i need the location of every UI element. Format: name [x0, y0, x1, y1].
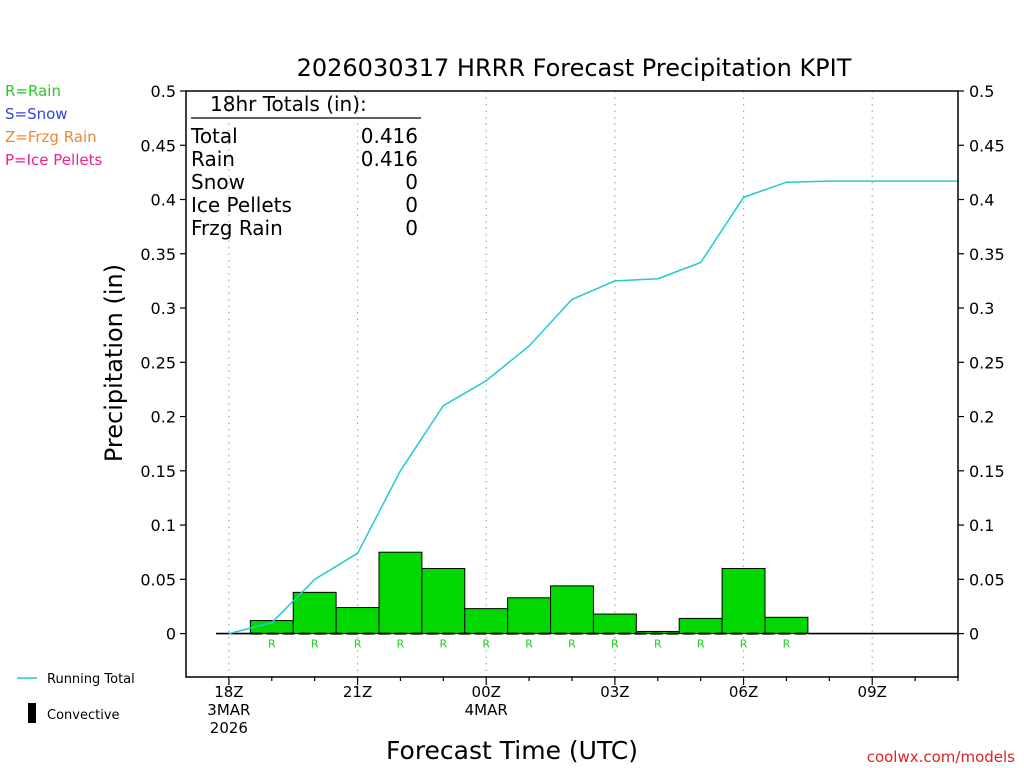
type-marker-7: R [568, 638, 576, 651]
y-tick-label-left-5: 0.25 [140, 353, 176, 372]
bar-5 [464, 608, 509, 635]
x-axis-label: Forecast Time (UTC) [386, 736, 638, 765]
type-marker-4: R [440, 638, 448, 651]
bar-8 [592, 613, 637, 635]
totals-value-0: 0.416 [361, 124, 418, 148]
y-tick-label-right-8: 0.4 [969, 191, 994, 210]
type-marker-0: R [268, 638, 276, 651]
totals-value-4: 0 [405, 216, 418, 240]
bar-11 [721, 567, 766, 635]
y-axis-label: Precipitation (in) [100, 264, 128, 462]
x-tick-label-2-0: 00Z [472, 683, 501, 701]
chart-title: 2026030317 HRRR Forecast Precipitation K… [297, 54, 852, 82]
type-marker-8: R [611, 638, 619, 651]
type-marker-6: R [525, 638, 533, 651]
y-tick-label-left-9: 0.45 [140, 136, 176, 155]
precip-type-legend: R=Rain S=Snow Z=Frzg Rain P=Ice Pellets [5, 82, 102, 169]
y-tick-label-right-1: 0.05 [969, 570, 1005, 589]
type-marker-10: R [697, 638, 705, 651]
x-tick-label-0-1: 3MAR [207, 701, 250, 719]
type-marker-5: R [482, 638, 490, 651]
bar-3 [378, 551, 423, 635]
totals-value-1: 0.416 [361, 147, 418, 171]
y-tick-label-right-3: 0.15 [969, 462, 1005, 481]
grid-lines [228, 91, 873, 677]
totals-label-1: Rain [191, 147, 235, 171]
x-tick-label-3-0: 03Z [600, 683, 629, 701]
type-marker-3: R [397, 638, 405, 651]
x-tick-label-0-2: 2026 [210, 719, 248, 737]
type-marker-9: R [654, 638, 662, 651]
bar-4 [421, 567, 466, 635]
y-tick-label-left-6: 0.3 [151, 299, 176, 318]
x-tick-label-5-0: 09Z [858, 683, 887, 701]
type-marker-1: R [311, 638, 319, 651]
y-tick-label-left-1: 0.05 [140, 570, 176, 589]
y-axis-right: 0 0.05 0.1 0.15 0.2 0.25 0.3 0.35 0.4 0.45 0.5 [958, 82, 1005, 644]
type-legend-2: Z=Frzg Rain [5, 128, 97, 146]
y-tick-label-right-4: 0.2 [969, 408, 994, 427]
totals-label-2: Snow [191, 170, 245, 194]
running-total-line [228, 180, 958, 635]
y-tick-label-left-8: 0.4 [151, 191, 176, 210]
y-tick-label-left-10: 0.5 [151, 82, 176, 101]
totals-label-0: Total [190, 124, 238, 148]
type-legend-1: S=Snow [5, 105, 68, 123]
y-axis-left: 0 0.05 0.1 0.15 0.2 0.25 0.3 0.35 0.4 0.45 0.5 [140, 82, 186, 644]
y-tick-label-right-10: 0.5 [969, 82, 994, 101]
bar-6 [507, 597, 552, 635]
x-tick-label-4-0: 06Z [729, 683, 758, 701]
totals-value-3: 0 [405, 193, 418, 217]
y-tick-label-right-0: 0 [969, 625, 979, 644]
totals-label-4: Frzg Rain [191, 216, 283, 240]
y-tick-label-left-2: 0.1 [151, 516, 176, 535]
totals-heading: 18hr Totals (in): [210, 92, 367, 116]
credit-text: coolwx.com/models [867, 748, 1015, 766]
y-tick-label-right-6: 0.3 [969, 299, 994, 318]
type-marker-12: R [783, 638, 791, 651]
bar-10 [678, 617, 723, 635]
type-legend-3: P=Ice Pellets [5, 151, 102, 169]
bar-12 [764, 616, 809, 635]
y-tick-label-right-9: 0.45 [969, 136, 1005, 155]
x-tick-label-1-0: 21Z [343, 683, 372, 701]
running-total-legend-label: Running Total [47, 672, 135, 687]
y-tick-label-right-2: 0.1 [969, 516, 994, 535]
convective-legend-swatch [28, 703, 36, 723]
y-tick-label-right-5: 0.25 [969, 353, 1005, 372]
type-legend-0: R=Rain [5, 82, 61, 100]
y-tick-label-right-7: 0.35 [969, 245, 1005, 264]
bar-7 [550, 585, 594, 635]
y-tick-label-left-3: 0.15 [140, 462, 176, 481]
totals-label-3: Ice Pellets [191, 193, 292, 217]
y-tick-label-left-0: 0 [166, 625, 176, 644]
x-tick-label-2-1: 4MAR [465, 701, 508, 719]
totals-value-2: 0 [405, 170, 418, 194]
y-tick-label-left-4: 0.2 [151, 408, 176, 427]
bar-1 [292, 591, 337, 635]
type-marker-2: R [354, 638, 362, 651]
convective-legend-label: Convective [47, 708, 120, 723]
bottom-legend: Running Total Convective [17, 672, 135, 723]
bar-2 [335, 607, 380, 635]
type-marker-11: R [740, 638, 748, 651]
bars-layer [249, 551, 809, 635]
totals-box: 18hr Totals (in): Total 0.416 Rain 0.416 Sno… [190, 92, 421, 240]
x-tick-label-0-0: 18Z [214, 683, 243, 701]
y-tick-label-left-7: 0.35 [140, 245, 176, 264]
